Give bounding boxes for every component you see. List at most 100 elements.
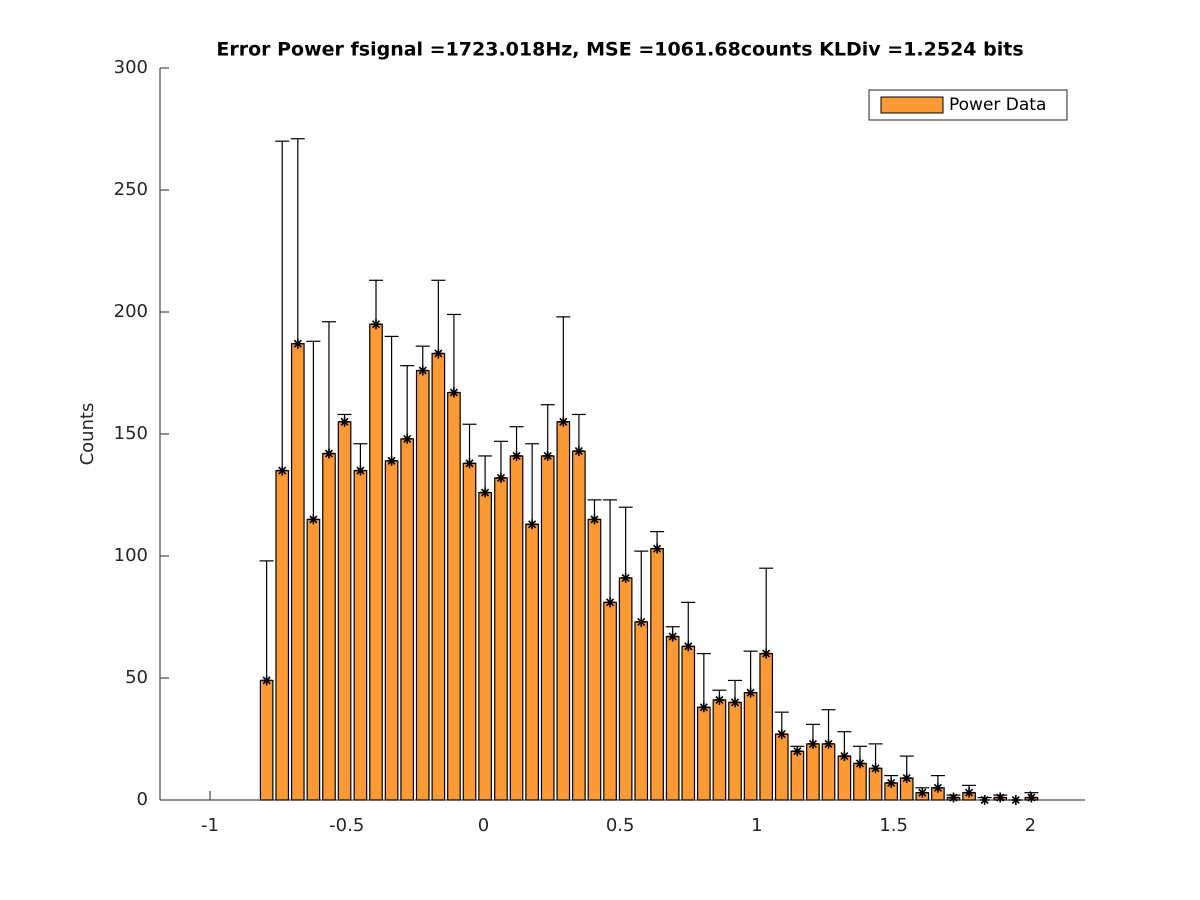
bar: [478, 491, 492, 801]
bar: [728, 701, 742, 801]
error-bar: [446, 313, 461, 393]
bar: [556, 421, 571, 801]
x-tick-label: -1: [201, 815, 219, 836]
error-bar: [696, 652, 711, 708]
error-bar: [603, 499, 618, 603]
bar: [712, 699, 727, 801]
bar: [837, 755, 852, 801]
bar: [665, 635, 680, 801]
error-bar: [400, 365, 415, 439]
marker: [558, 416, 569, 427]
bar: [306, 518, 321, 801]
marker: [979, 795, 990, 805]
marker: [323, 448, 334, 459]
marker: [948, 792, 959, 803]
marker: [886, 777, 897, 788]
marker: [527, 519, 538, 530]
marker: [636, 616, 647, 627]
legend-swatch: [880, 96, 944, 114]
bar: [290, 343, 305, 801]
marker: [901, 773, 912, 784]
marker: [355, 465, 366, 476]
x-tick-label: 2: [1025, 815, 1036, 836]
error-bar: [290, 138, 305, 344]
marker: [932, 782, 943, 793]
marker: [464, 458, 475, 469]
marker: [1026, 792, 1037, 803]
bar: [415, 369, 430, 801]
marker: [589, 514, 600, 525]
marker: [339, 416, 350, 427]
marker: [730, 697, 741, 708]
x-tick-label: 0: [478, 815, 489, 836]
chart-title: Error Power fsignal =1723.018Hz, MSE =10…: [216, 39, 1023, 61]
bar: [618, 577, 633, 801]
bar: [525, 523, 539, 801]
marker: [371, 319, 382, 330]
error-bar: [540, 404, 555, 456]
y-tick-label: 50: [125, 667, 148, 688]
error-bar: [321, 321, 336, 454]
bar: [431, 352, 446, 801]
bar: [743, 692, 758, 801]
bar: [853, 762, 867, 801]
marker: [714, 694, 725, 705]
marker: [776, 729, 787, 740]
legend-box: [868, 89, 1068, 121]
marker: [683, 641, 694, 652]
error-bar: [462, 423, 477, 464]
marker: [667, 631, 678, 642]
bar: [400, 438, 415, 801]
marker: [792, 746, 803, 757]
marker: [823, 738, 834, 749]
bar: [494, 477, 508, 801]
y-axis-label: Counts: [77, 403, 98, 466]
bar: [790, 750, 805, 801]
marker: [308, 514, 319, 525]
bar: [369, 323, 383, 801]
bar: [447, 391, 461, 801]
error-bar: [431, 279, 446, 354]
x-tick-label: 0.5: [606, 815, 635, 836]
y-tick-label: 0: [137, 789, 148, 810]
y-tick-label: 250: [114, 179, 148, 200]
marker: [292, 338, 303, 349]
marker: [698, 702, 709, 713]
bar: [587, 518, 602, 801]
marker: [605, 597, 616, 608]
bar: [572, 450, 586, 801]
error-bar: [384, 335, 399, 461]
marker: [745, 687, 756, 698]
y-tick-label: 100: [114, 545, 148, 566]
marker: [261, 675, 272, 686]
marker: [495, 472, 506, 483]
error-bar: [681, 601, 696, 647]
bar: [697, 706, 711, 801]
marker: [480, 487, 491, 498]
bar: [259, 679, 274, 801]
error-bar: [821, 709, 836, 744]
error-bar: [259, 560, 274, 681]
bar: [384, 460, 399, 801]
error-bar: [556, 316, 571, 422]
bar: [821, 743, 836, 801]
marker: [854, 758, 865, 769]
marker: [277, 465, 288, 476]
x-tick-label: 1: [751, 815, 762, 836]
legend-label: Power Data: [949, 95, 1046, 115]
marker: [433, 348, 444, 359]
error-bar: [369, 279, 384, 325]
bar: [774, 733, 789, 801]
bar: [681, 645, 696, 801]
error-bar: [743, 650, 758, 693]
marker: [964, 787, 975, 798]
bar: [322, 452, 336, 801]
bar: [603, 601, 617, 801]
bar: [337, 421, 352, 801]
marker: [386, 455, 397, 466]
error-bar: [618, 506, 633, 578]
marker: [870, 763, 881, 774]
x-tick-label: -0.5: [329, 815, 364, 836]
x-tick-label: 1.5: [879, 815, 908, 836]
